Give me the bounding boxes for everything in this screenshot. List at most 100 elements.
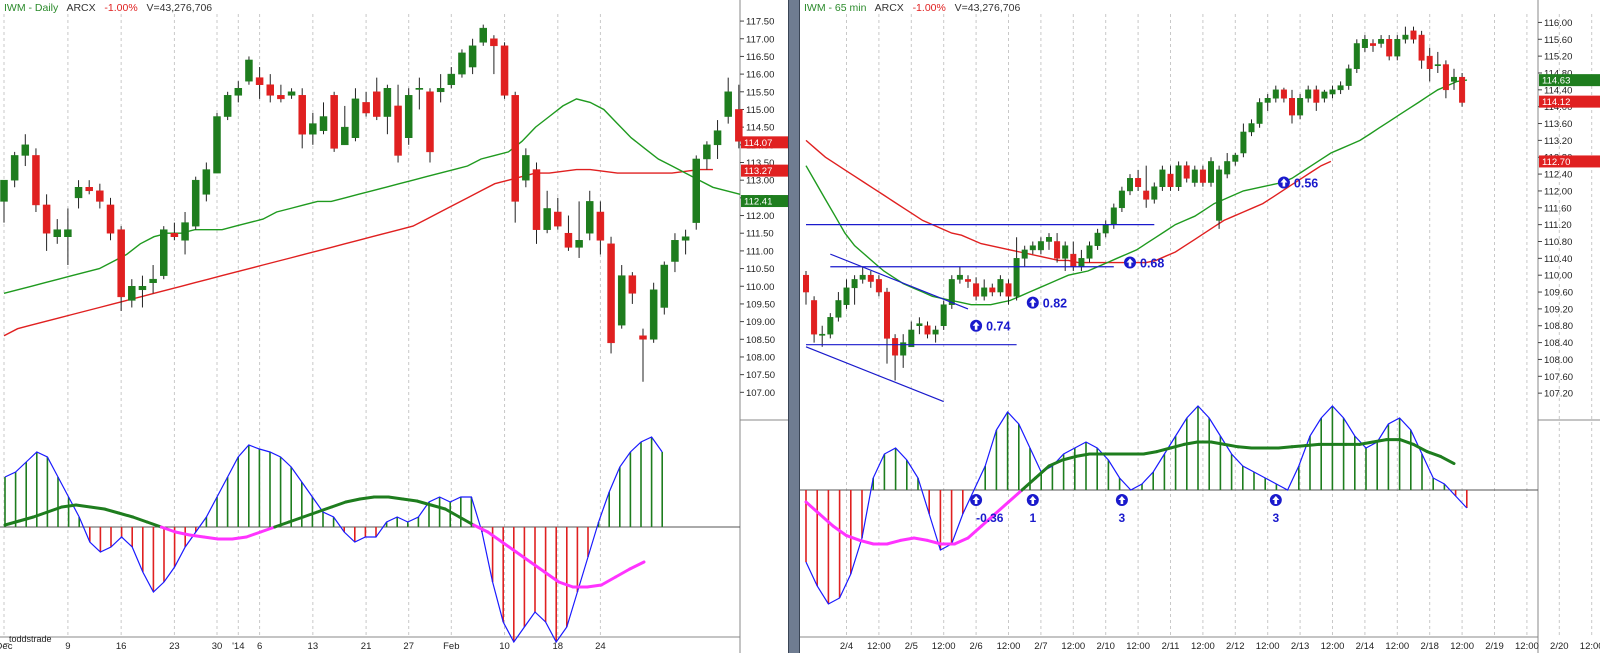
- candle-body: [1175, 165, 1182, 187]
- candle-body: [884, 291, 890, 339]
- candle-body: [149, 278, 157, 283]
- pane-splitter[interactable]: [788, 0, 800, 653]
- macd-signal-segment: [1061, 454, 1078, 462]
- candle-body: [1264, 98, 1271, 103]
- candle-body: [916, 323, 923, 326]
- macd-signal-segment: [885, 538, 902, 546]
- candle-body: [298, 95, 306, 135]
- author-credit: _toddstrade: [4, 634, 52, 644]
- price-tick-label: 112.40: [1544, 170, 1572, 181]
- candle-body: [1110, 207, 1117, 225]
- change-label: -1.00%: [912, 2, 946, 14]
- macd-signal-segment: [60, 503, 78, 509]
- candle-body: [1159, 169, 1166, 187]
- macd-signal-segment: [858, 538, 875, 546]
- time-tick-label: 10: [499, 641, 510, 652]
- candle-body: [1361, 39, 1368, 48]
- candle-body: [1151, 186, 1158, 200]
- macd-signal-segment: [1371, 438, 1388, 444]
- candle-body: [1337, 85, 1344, 91]
- macd-signal-segment: [628, 560, 646, 571]
- candle-body: [867, 274, 874, 282]
- macd-signal-segment: [472, 523, 490, 534]
- channel-upper-line: [830, 253, 969, 310]
- price-tag-label: 114.07: [744, 138, 772, 149]
- price-tick-label: 111.50: [746, 229, 774, 240]
- daily-chart-pane[interactable]: IWM - Daily ARCX -1.00% V=43,276,706 117…: [0, 0, 788, 653]
- intraday-chart-pane[interactable]: IWM - 65 min ARCX -1.00% V=43,276,706 11…: [800, 0, 1600, 653]
- candle-body: [1451, 76, 1457, 82]
- candle-body: [341, 126, 349, 146]
- macd-signal-segment: [202, 535, 220, 541]
- candle-body: [404, 95, 413, 138]
- candle-body: [692, 158, 700, 223]
- macd-signal-segment: [1358, 440, 1375, 446]
- macd-signal-segment: [818, 512, 835, 528]
- price-tick-label: 114.40: [1544, 85, 1572, 96]
- time-tick-label: 2/5: [905, 641, 918, 652]
- candle-body: [1289, 98, 1295, 116]
- signal-value-label: 0.82: [1043, 297, 1067, 311]
- macd-signal-segment: [457, 515, 476, 527]
- macd-signal-segment: [514, 550, 532, 564]
- candle-body: [42, 204, 51, 234]
- candle-body: [1118, 190, 1125, 209]
- volume-label: V=43,276,706: [954, 2, 1021, 14]
- macd-signal-segment: [557, 580, 575, 589]
- intraday-chart-canvas: 116.00 115.60 115.20 114.80 114.40 114.00 113.…: [800, 0, 1600, 653]
- macd-signal-segment: [358, 495, 376, 501]
- macd-signal-segment: [1007, 488, 1024, 504]
- candle-body: [1313, 89, 1320, 103]
- time-tick-label: 2/11: [1162, 641, 1180, 652]
- candle-body: [1240, 131, 1247, 154]
- up-arrow-icon: [1280, 178, 1288, 187]
- price-tag-label: 114.63: [1542, 76, 1570, 87]
- moving-average-fast: [3, 98, 741, 294]
- candle-body: [639, 335, 647, 340]
- macd-signal-segment: [585, 583, 603, 589]
- candle-body: [1386, 39, 1393, 57]
- time-tick-label: 12:00: [1580, 641, 1600, 652]
- macd-signal-segment: [1169, 442, 1186, 450]
- macd-signal-segment: [1236, 445, 1253, 450]
- moving-average-slow: [3, 168, 713, 337]
- candle-body: [32, 155, 40, 206]
- candle-body: [703, 144, 711, 160]
- price-tick-label: 117.00: [746, 34, 774, 45]
- time-tick-label: 2/13: [1291, 641, 1310, 652]
- candle-body: [0, 179, 8, 202]
- macd-signal-segment: [315, 505, 334, 514]
- candle-body: [628, 275, 637, 294]
- candle-body: [266, 84, 274, 96]
- macd-signal-segment: [1439, 454, 1456, 466]
- candle-body: [713, 130, 722, 146]
- candle-body: [1029, 245, 1036, 251]
- price-tag-box: [741, 164, 788, 177]
- macd-signal-label: 1: [1029, 511, 1036, 525]
- candle-body: [1232, 154, 1239, 162]
- candle-body: [1191, 169, 1198, 183]
- candle-body: [85, 187, 93, 192]
- candle-body: [394, 105, 402, 156]
- symbol-label: IWM - 65 min: [804, 2, 867, 14]
- time-tick-label: 2/18: [1420, 641, 1439, 652]
- macd-signal-segment: [330, 500, 348, 509]
- candle-body: [875, 279, 882, 293]
- price-tag-box: [1539, 155, 1600, 168]
- candle-body: [596, 211, 605, 241]
- macd-signal-segment: [1182, 440, 1199, 446]
- macd-signal-segment: [188, 533, 206, 539]
- candle-body: [447, 73, 456, 85]
- price-tick-label: 115.50: [746, 87, 774, 98]
- candle-body: [660, 264, 669, 308]
- exchange-label: ARCX: [874, 2, 904, 14]
- up-arrow-icon: [1272, 496, 1280, 504]
- price-tick-label: 116.00: [746, 70, 774, 81]
- candle-body: [138, 286, 147, 291]
- price-tick-label: 110.00: [1544, 271, 1572, 282]
- price-tick-label: 113.20: [1544, 136, 1572, 147]
- candle-body: [997, 279, 1004, 293]
- candle-body: [500, 45, 509, 96]
- macd-signal-segment: [244, 530, 263, 539]
- macd-signal-segment: [1020, 476, 1037, 492]
